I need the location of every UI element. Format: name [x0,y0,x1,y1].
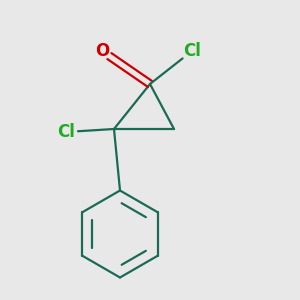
Text: Cl: Cl [183,42,201,60]
Text: O: O [95,42,109,60]
Text: Cl: Cl [57,123,75,141]
